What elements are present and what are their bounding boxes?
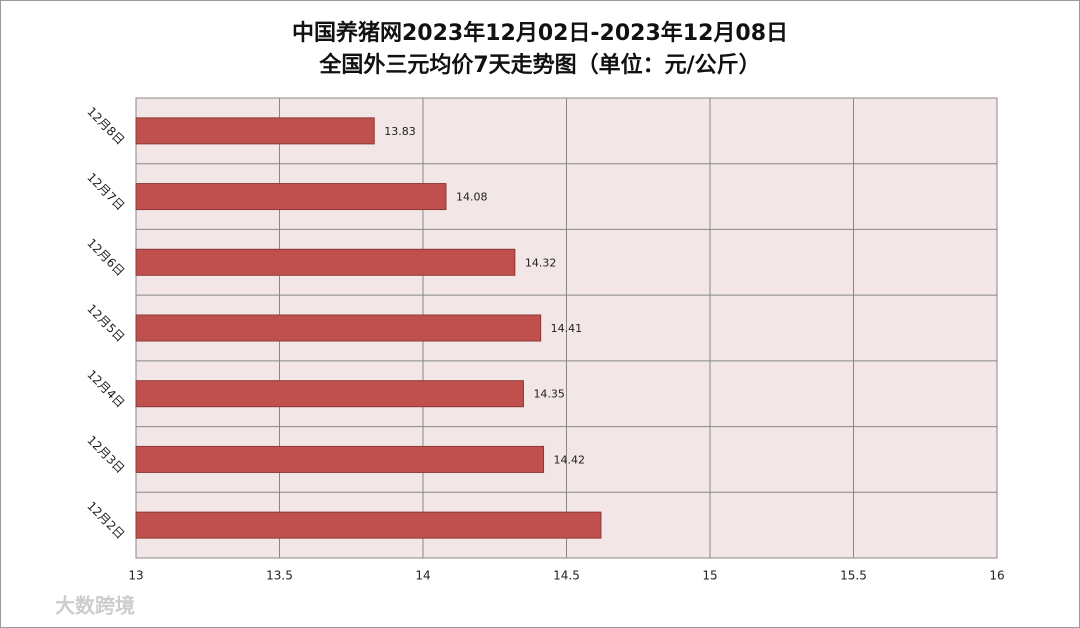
value-label: 14.08 (456, 191, 488, 204)
chart-title: 中国养猪网2023年12月02日-2023年12月08日 (292, 20, 788, 46)
bar (135, 314, 542, 342)
x-tick-label: 14 (415, 569, 430, 583)
bar (135, 380, 524, 408)
watermark: 大数跨境 (55, 594, 135, 618)
value-label: 14.41 (551, 322, 583, 335)
bar (135, 183, 447, 211)
x-tick-label: 13.5 (266, 569, 293, 583)
value-label: 14.35 (533, 388, 565, 401)
bar (135, 445, 545, 473)
x-tick-label: 13 (128, 569, 143, 583)
x-tick-label: 15.5 (840, 569, 867, 583)
value-label: 14.32 (525, 256, 557, 269)
value-label: 13.83 (384, 125, 416, 138)
x-tick-label: 14.5 (553, 569, 580, 583)
x-tick-label: 16 (989, 569, 1004, 583)
bar (135, 117, 375, 145)
x-tick-label: 15 (702, 569, 717, 583)
bar (135, 511, 602, 539)
bar (135, 248, 516, 276)
chart-subtitle: 全国外三元均价7天走势图（单位：元/公斤） (318, 52, 760, 78)
value-label: 14.42 (554, 453, 586, 466)
